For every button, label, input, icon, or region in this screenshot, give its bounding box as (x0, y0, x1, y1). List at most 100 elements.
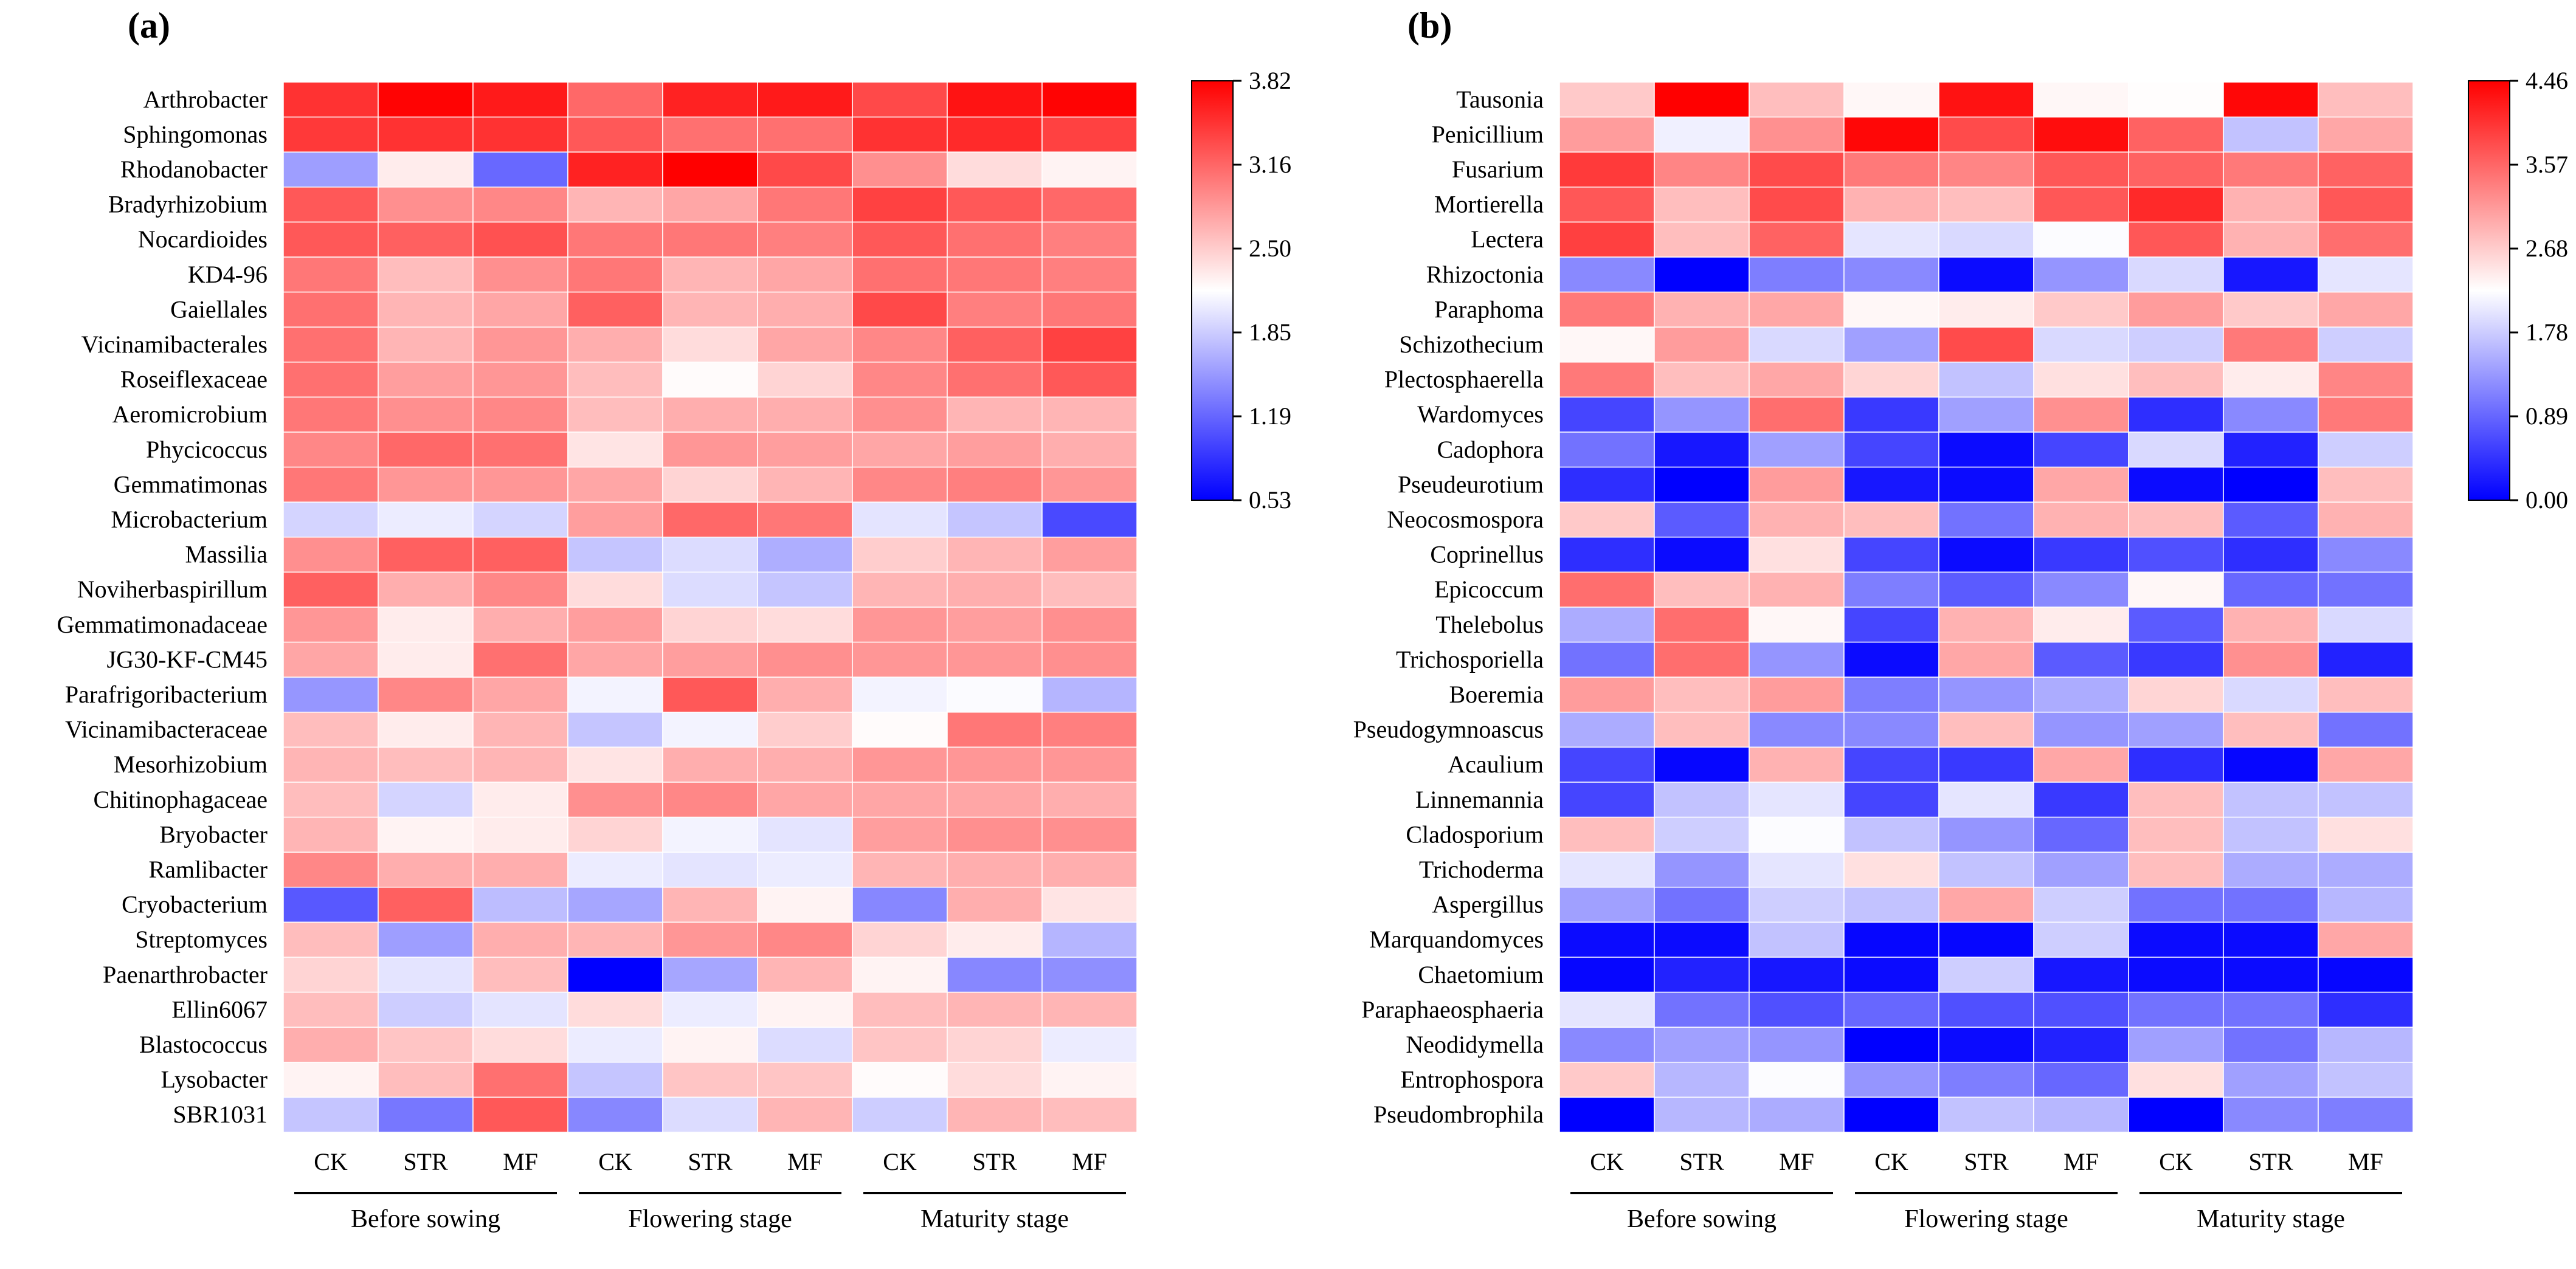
row-label: KD4-96 (188, 261, 268, 288)
heatmap-cell (2033, 326, 2129, 363)
heatmap-cell (662, 851, 758, 888)
heatmap-cell (757, 851, 853, 888)
group-labels-a: Before sowing Flowering stage Maturity sta… (294, 1192, 1126, 1233)
heatmap-cell (1041, 221, 1138, 258)
heatmap-cell (567, 851, 663, 888)
heatmap-cell (1559, 641, 1655, 678)
heatmap-cell (2033, 1096, 2129, 1133)
heatmap-cell (1843, 1027, 1939, 1063)
heatmap-cell (947, 816, 1043, 853)
heatmap-cell (2128, 1027, 2224, 1063)
heatmap-cell (757, 816, 853, 853)
heatmap-cell (2318, 151, 2414, 188)
heatmap-cell (2318, 851, 2414, 888)
group-label: Flowering stage (1904, 1205, 2068, 1233)
heatmap-cell (2128, 746, 2224, 783)
heatmap-cell (1041, 991, 1138, 1028)
heatmap-cell (1041, 887, 1138, 923)
heatmap-cell (1041, 746, 1138, 783)
heatmap-cell (852, 537, 948, 573)
row-label: Paenarthrobacter (103, 961, 268, 988)
heatmap-cell (947, 1062, 1043, 1098)
row-label: Gemmatimonas (114, 470, 268, 498)
heatmap-cell (2128, 81, 2224, 118)
heatmap-cell (757, 501, 853, 538)
heatmap-cell (2033, 676, 2129, 713)
heatmap-cell (283, 291, 379, 328)
heatmap-cell (2128, 1062, 2224, 1098)
heatmap-cell (1041, 851, 1138, 888)
row-label: Plectosphaerella (1384, 366, 1544, 393)
heatmap-cell (1843, 326, 1939, 363)
heatmap-cell (662, 466, 758, 503)
row-label: Rhizoctonia (1426, 261, 1544, 288)
heatmap-cell (1041, 362, 1138, 398)
heatmap-cell (1843, 887, 1939, 923)
heatmap-cell (378, 501, 474, 538)
heatmap-cell (283, 641, 379, 678)
heatmap-cell (1041, 396, 1138, 433)
row-label: Lectera (1471, 225, 1544, 253)
heatmap-cell (852, 116, 948, 153)
heatmap-cell (2318, 501, 2414, 538)
row-label: Pseudogymnoascus (1353, 716, 1544, 743)
heatmap-cell (567, 466, 663, 503)
heatmap-cell (852, 607, 948, 643)
heatmap-cell (2033, 641, 2129, 678)
heatmap-cell (2223, 991, 2319, 1028)
heatmap-cell (1749, 991, 1845, 1028)
heatmap-cell (947, 782, 1043, 818)
colorbar-tick-label: 0.00 (2526, 486, 2568, 514)
heatmap-cell (1654, 151, 1750, 188)
heatmap-cell (2318, 887, 2414, 923)
heatmap-cell (1843, 466, 1939, 503)
column-label: STR (1964, 1148, 2009, 1175)
colorbar-gradient (2468, 80, 2510, 501)
heatmap-cell (1749, 116, 1845, 153)
heatmap-cell (378, 782, 474, 818)
heatmap-cell (1654, 921, 1750, 958)
heatmap-cell (947, 396, 1043, 433)
heatmap-cell (2318, 362, 2414, 398)
heatmap-cell (2318, 116, 2414, 153)
heatmap-cell (1041, 712, 1138, 748)
heatmap-cell (2318, 571, 2414, 608)
heatmap-cell (1559, 782, 1655, 818)
heatmap-cell (757, 957, 853, 993)
heatmap-cell (662, 887, 758, 923)
heatmap-cell (852, 221, 948, 258)
heatmap-cell (852, 712, 948, 748)
heatmap-cell (472, 1096, 568, 1133)
heatmap-cell (1041, 116, 1138, 153)
heatmap-cell (757, 187, 853, 223)
heatmap-cell (1654, 362, 1750, 398)
heatmap-cell (1843, 676, 1939, 713)
column-label: STR (972, 1148, 1017, 1175)
heatmap-cell (283, 746, 379, 783)
group-label: Before sowing (351, 1205, 500, 1233)
row-label: Mesorhizobium (114, 751, 268, 778)
heatmap-cell (378, 151, 474, 188)
heatmap-cell (947, 466, 1043, 503)
heatmap-cell (1843, 782, 1939, 818)
heatmap-cell (1041, 256, 1138, 293)
row-label: Lysobacter (161, 1066, 268, 1093)
colorbar-tick-label: 3.57 (2526, 151, 2568, 178)
heatmap-cell (283, 991, 379, 1028)
heatmap-cell (852, 432, 948, 468)
heatmap-cell (472, 291, 568, 328)
heatmap-cell (947, 537, 1043, 573)
heatmap-cell (1654, 291, 1750, 328)
row-label: Neodidymella (1406, 1031, 1544, 1058)
heatmap-cell (1749, 326, 1845, 363)
row-label: Cladosporium (1406, 820, 1544, 848)
heatmap-cell (1559, 501, 1655, 538)
heatmap-cell (1559, 1062, 1655, 1098)
heatmap-cell (2128, 1096, 2224, 1133)
heatmap-cell (1938, 116, 2034, 153)
heatmap-cell (947, 957, 1043, 993)
row-label: Penicillium (1432, 120, 1544, 148)
heatmap-cell (567, 396, 663, 433)
heatmap-cell (2318, 396, 2414, 433)
heatmap-cell (1041, 187, 1138, 223)
